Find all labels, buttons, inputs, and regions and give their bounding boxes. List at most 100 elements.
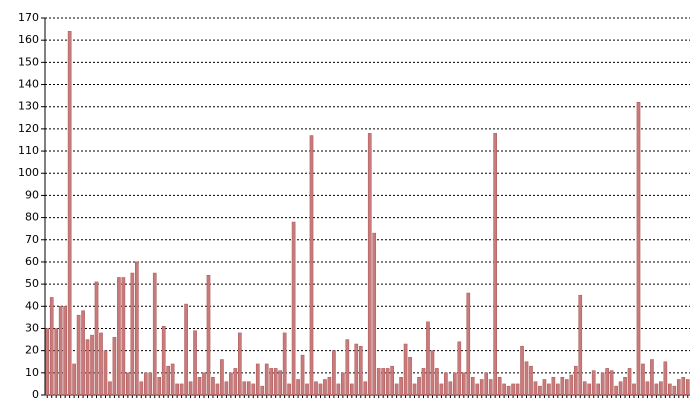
bar [251,383,256,396]
bar [448,381,453,396]
bar [488,379,493,396]
y-tick-label: 160 [18,33,39,46]
bar [497,377,502,396]
y-tick-label: 10 [25,366,39,379]
bar [676,379,681,396]
bar [67,31,72,396]
bar [242,381,247,396]
bar [85,339,90,396]
bar [520,345,524,396]
bar [135,261,139,396]
y-tick-label: 110 [18,144,39,157]
bar [121,277,126,396]
bar [296,379,300,396]
bar [461,372,466,396]
bar [385,368,390,396]
bar [318,383,323,396]
bar [569,374,574,396]
bar [412,383,417,396]
bar [152,272,157,396]
bar [596,383,600,396]
bar [372,232,377,396]
bar [430,350,435,396]
bar [94,281,99,396]
bar [282,332,287,396]
bar [220,359,224,396]
bar [76,314,81,396]
bar [466,292,471,396]
bar [184,303,188,396]
bar [255,363,260,396]
bar [291,221,296,396]
bar [470,377,475,396]
bar [435,368,439,396]
bar [524,361,529,396]
bar [457,341,462,396]
bar [587,383,592,396]
y-tick-label: 140 [18,78,39,91]
bar [529,365,533,396]
bar [332,350,336,396]
bar [614,385,618,396]
bar [224,381,229,396]
bar [672,385,677,396]
bar [493,133,497,396]
bar [376,368,381,396]
y-tick-label: 50 [25,277,39,290]
bar [426,321,430,396]
bar [161,326,166,396]
bar [197,377,202,396]
bar [560,377,565,396]
bar [565,379,569,396]
bar [81,310,85,396]
bar [188,381,193,396]
bar [54,328,59,396]
bar [641,363,645,396]
bar [90,334,94,396]
bar [623,377,627,396]
bar [193,330,197,396]
bar [179,383,184,396]
y-tick-label: 70 [25,233,39,246]
bar [157,377,162,396]
bar [609,370,614,396]
y-tick-label: 40 [25,299,39,312]
y-tick-label: 130 [18,100,39,113]
bar [475,383,480,396]
bar [363,381,368,396]
bar [45,328,50,396]
bar [668,383,672,396]
bar [112,337,117,396]
bar [582,381,587,396]
bar [99,332,103,396]
bar [484,372,489,396]
bar [645,381,650,396]
bar [403,343,408,396]
bar [515,383,520,396]
bar [130,272,135,396]
y-tick-label: 20 [25,344,39,357]
bar [206,274,211,396]
bar [350,383,354,396]
bar [327,377,332,396]
bar [211,377,215,396]
y-tick-label: 100 [18,166,39,179]
bar [358,345,363,396]
bar [126,372,130,396]
bar [341,372,345,396]
bar [215,383,220,396]
bar [233,368,238,396]
bar [323,379,327,396]
bar [417,377,421,396]
bar [300,354,305,396]
bar [618,381,623,396]
bar [72,363,76,396]
bar [547,383,551,396]
bar [685,379,690,396]
bar [175,383,179,396]
bar [399,377,403,396]
bar [573,365,578,396]
bar [264,363,269,396]
bar [556,383,560,396]
